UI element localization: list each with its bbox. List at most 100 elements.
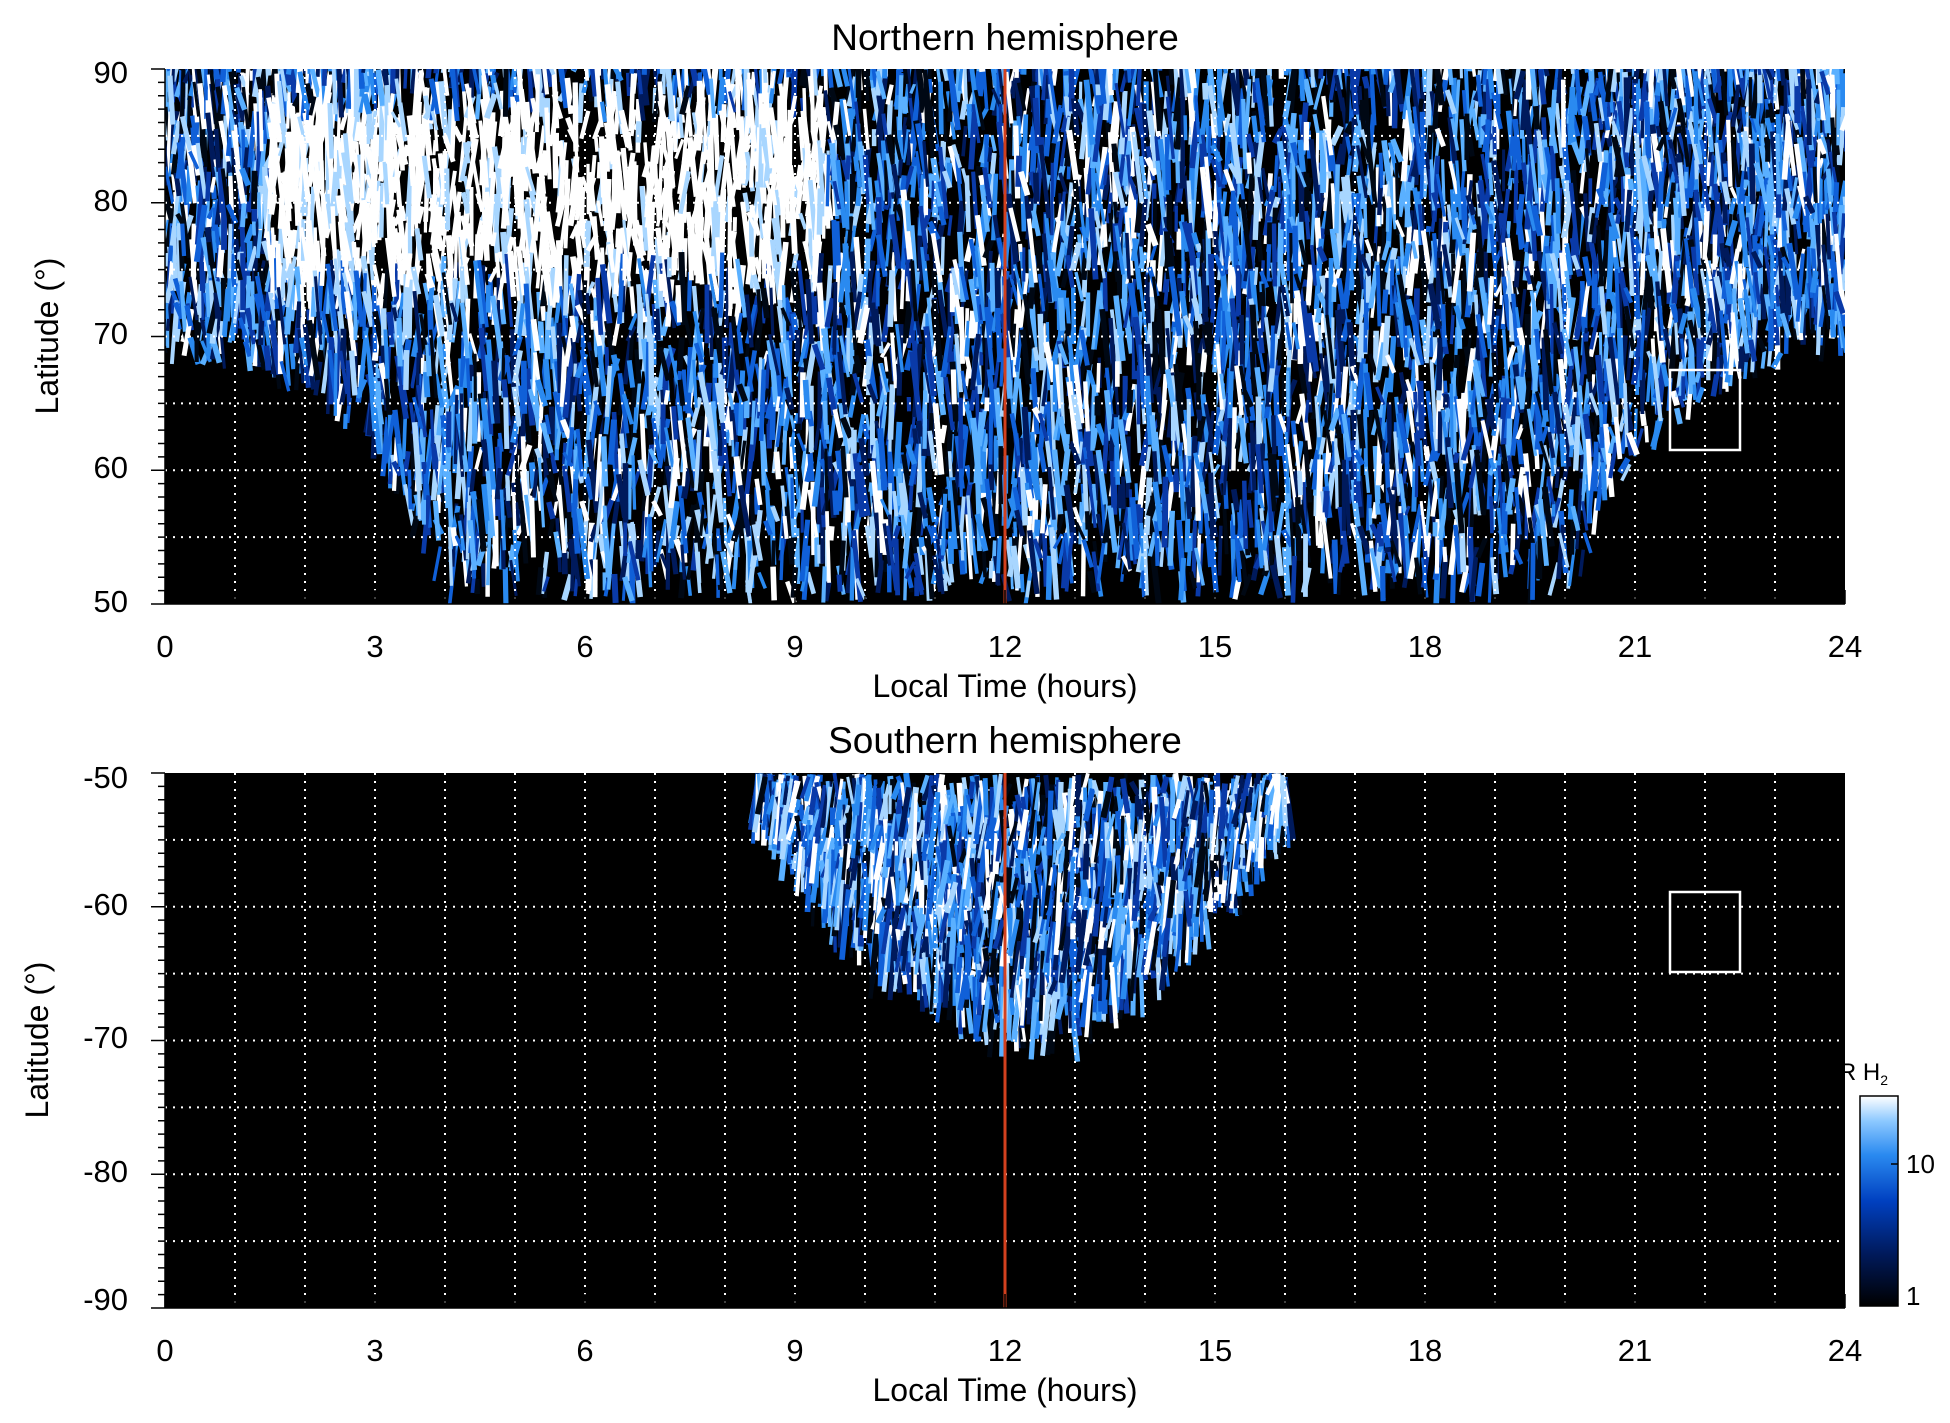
emission-streak (596, 69, 603, 77)
emission-streak (667, 344, 680, 385)
emission-streak (632, 164, 639, 237)
emission-streak (422, 112, 433, 156)
emission-streak (490, 295, 504, 359)
emission-streak (1057, 416, 1070, 452)
emission-streak (1165, 75, 1174, 124)
emission-streak (165, 194, 175, 223)
emission-streak (1292, 225, 1299, 299)
emission-streak (1259, 69, 1272, 128)
emission-streak (610, 354, 620, 372)
emission-streak (254, 275, 268, 322)
emission-streak (1269, 325, 1276, 369)
emission-streak (1235, 69, 1241, 112)
emission-streak (790, 477, 795, 519)
emission-streak (1260, 167, 1271, 202)
emission-streak (489, 69, 495, 72)
emission-streak (1250, 69, 1256, 77)
emission-streak (1342, 271, 1353, 309)
emission-streak (529, 488, 536, 558)
emission-streak (1014, 509, 1026, 537)
emission-streak (1315, 459, 1324, 521)
emission-streak (1112, 69, 1116, 90)
emission-streak (1131, 238, 1141, 290)
emission-streak (497, 432, 504, 452)
emission-streak (898, 493, 909, 516)
emission-streak (466, 397, 475, 452)
emission-streak (807, 489, 819, 538)
emission-streak (442, 69, 450, 96)
emission-streak (693, 210, 705, 285)
emission-streak (1246, 152, 1253, 174)
emission-streak (648, 517, 654, 572)
emission-streak (544, 414, 552, 435)
emission-streak (1273, 534, 1284, 577)
emission-streak (927, 101, 938, 145)
emission-streak (927, 69, 932, 80)
emission-streak (1178, 557, 1187, 601)
emission-streak (385, 115, 392, 164)
emission-streak (504, 253, 514, 327)
emission-streak (982, 69, 989, 110)
emission-streak (288, 138, 295, 196)
emission-streak (524, 166, 537, 196)
emission-streak (574, 225, 584, 266)
emission-streak (953, 69, 958, 84)
emission-streak (693, 342, 705, 364)
emission-streak (1192, 320, 1203, 378)
emission-streak (974, 513, 989, 552)
emission-streak (1215, 344, 1224, 410)
emission-streak (824, 448, 829, 511)
emission-streak (834, 450, 845, 481)
emission-streak (1266, 222, 1273, 245)
emission-streak (188, 276, 199, 321)
emission-streak (819, 487, 827, 528)
emission-streak (494, 467, 504, 500)
emission-streak (717, 429, 723, 456)
emission-streak (1145, 223, 1159, 247)
emission-streak (356, 378, 368, 399)
emission-streak (617, 253, 626, 324)
emission-streak (744, 356, 754, 392)
emission-streak (569, 376, 577, 403)
emission-streak (205, 112, 218, 178)
emission-streak (1368, 508, 1373, 539)
emission-streak (636, 297, 645, 360)
emission-streak (1302, 344, 1313, 413)
emission-streak (778, 83, 791, 150)
emission-streak (892, 130, 902, 160)
emission-streak (375, 69, 386, 107)
emission-streak (869, 460, 881, 523)
emission-streak (331, 69, 338, 115)
emission-streak (778, 342, 789, 378)
emission-streak (294, 161, 302, 178)
emission-streak (228, 253, 238, 287)
emission-streak (1223, 69, 1228, 74)
emission-streak (792, 175, 804, 196)
emission-streak (924, 526, 935, 600)
emission-streak (1341, 413, 1353, 458)
emission-streak (849, 486, 855, 511)
emission-streak (866, 69, 873, 88)
emission-streak (475, 192, 485, 213)
emission-streak (917, 491, 928, 519)
emission-streak (1290, 555, 1297, 603)
emission-streak (1138, 155, 1149, 199)
emission-streak (634, 244, 645, 262)
emission-streak (780, 307, 792, 327)
emission-streak (737, 484, 752, 537)
emission-streak (464, 83, 477, 124)
emission-streak (379, 182, 385, 238)
emission-streak (449, 69, 460, 122)
emission-streak (798, 212, 808, 230)
emission-streak (473, 260, 486, 325)
emission-streak (1005, 193, 1020, 263)
emission-streak (958, 306, 966, 364)
emission-streak (1072, 179, 1083, 231)
emission-streak (964, 320, 972, 357)
emission-streak (690, 69, 700, 87)
emission-streak (1138, 344, 1146, 409)
emission-streak (1208, 472, 1216, 541)
emission-streak (247, 110, 258, 168)
emission-streak (482, 142, 489, 188)
emission-streak (462, 91, 469, 126)
